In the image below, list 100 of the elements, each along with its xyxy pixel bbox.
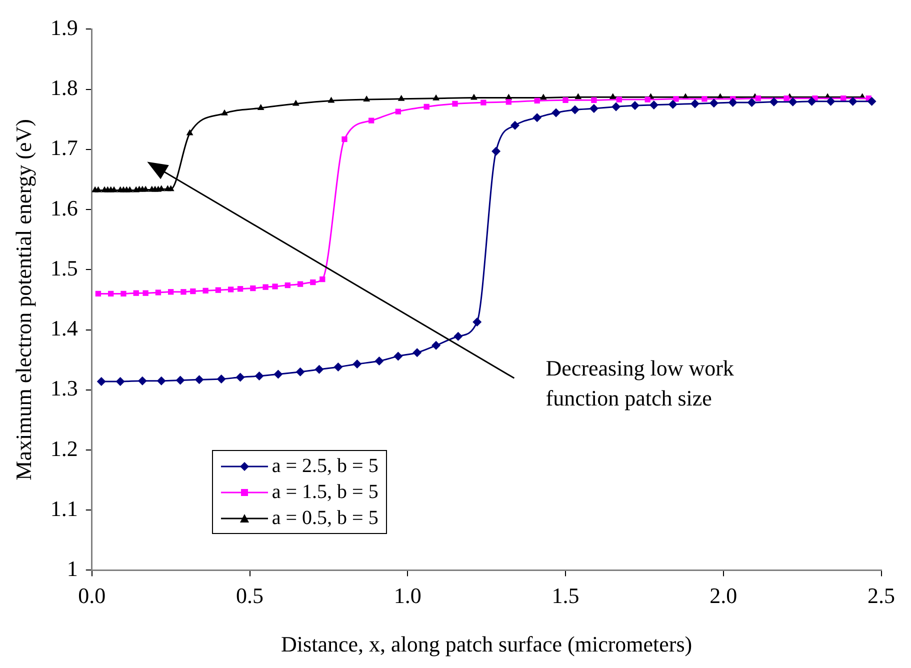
x-tick-label: 2.5: [868, 583, 895, 608]
point: [709, 98, 718, 108]
x-axis-title: Distance, x, along patch surface (micrometers): [281, 632, 692, 657]
point: [412, 348, 422, 358]
point: [216, 374, 226, 384]
point: [108, 290, 114, 297]
point: [470, 94, 478, 100]
point: [156, 376, 166, 386]
x-tick-label: 1.0: [394, 583, 422, 608]
point: [702, 96, 708, 102]
y-tick-label: 1.7: [50, 135, 78, 160]
point: [570, 105, 580, 114]
point: [296, 367, 305, 376]
point: [368, 118, 374, 124]
point: [186, 129, 194, 136]
point: [424, 104, 430, 110]
point: [363, 96, 370, 102]
point: [395, 108, 401, 114]
point: [142, 186, 150, 192]
point: [630, 101, 640, 110]
point: [510, 120, 520, 130]
point: [334, 362, 343, 372]
point: [591, 97, 597, 103]
point: [492, 146, 501, 156]
point: [250, 285, 256, 292]
point: [552, 108, 561, 118]
y-tick-label: 1.6: [50, 195, 78, 220]
point: [284, 282, 290, 288]
point: [480, 100, 486, 106]
point: [589, 104, 598, 114]
point: [612, 102, 621, 112]
point: [534, 98, 540, 104]
point: [94, 186, 102, 192]
legend-label: a = 1.5, b = 5: [272, 480, 378, 506]
point: [254, 372, 264, 381]
point: [432, 94, 440, 100]
point: [120, 290, 126, 297]
point: [116, 376, 125, 386]
point: [138, 376, 147, 386]
point: [262, 284, 268, 290]
point: [454, 332, 463, 341]
y-tick-label: 1: [66, 556, 78, 581]
point: [155, 290, 162, 296]
point: [826, 96, 836, 106]
point: [95, 290, 102, 297]
point: [807, 96, 816, 106]
point: [848, 96, 858, 106]
point: [257, 104, 264, 110]
point: [562, 97, 568, 103]
point: [374, 356, 384, 366]
point: [649, 100, 658, 110]
point: [202, 288, 208, 294]
point: [274, 370, 283, 379]
point: [644, 96, 650, 102]
x-tick-label: 1.5: [552, 583, 580, 608]
point: [133, 290, 139, 296]
x-tick-label: 0.0: [78, 583, 106, 608]
point: [110, 186, 118, 192]
point: [314, 364, 324, 374]
point: [168, 289, 174, 295]
point: [272, 284, 278, 290]
point: [668, 100, 678, 109]
point: [747, 98, 756, 108]
point: [755, 96, 761, 102]
point: [237, 286, 244, 292]
point: [394, 352, 403, 361]
point: [673, 96, 679, 102]
annotation: Decreasing low work function patch size: [546, 355, 734, 410]
point: [690, 99, 700, 108]
point: [728, 98, 738, 108]
point: [292, 100, 300, 106]
point: [532, 113, 542, 122]
y-tick-label: 1.3: [50, 376, 78, 401]
point: [867, 96, 876, 106]
y-tick-label: 1.8: [50, 75, 78, 100]
legend-label: a = 2.5, b = 5: [272, 454, 378, 480]
point: [126, 186, 134, 192]
point: [788, 97, 798, 106]
point: [228, 286, 234, 292]
point: [769, 97, 778, 106]
point: [310, 279, 316, 286]
legend-label: a = 0.5, b = 5: [272, 506, 378, 532]
y-tick-label: 1.1: [50, 496, 78, 521]
point: [609, 93, 616, 100]
x-tick-label: 0.5: [236, 583, 264, 608]
point: [506, 99, 512, 105]
point: [297, 281, 304, 287]
point: [320, 276, 326, 282]
y-tick-label: 1.9: [50, 14, 78, 40]
point: [540, 94, 547, 100]
point: [180, 289, 186, 295]
point: [784, 96, 790, 102]
y-tick-label: 1.4: [50, 316, 78, 341]
point: [176, 376, 185, 385]
point: [142, 290, 148, 296]
y-tick-label: 1.5: [50, 255, 78, 280]
point: [574, 93, 582, 100]
point: [616, 96, 622, 102]
point: [96, 376, 106, 386]
point: [236, 372, 245, 382]
